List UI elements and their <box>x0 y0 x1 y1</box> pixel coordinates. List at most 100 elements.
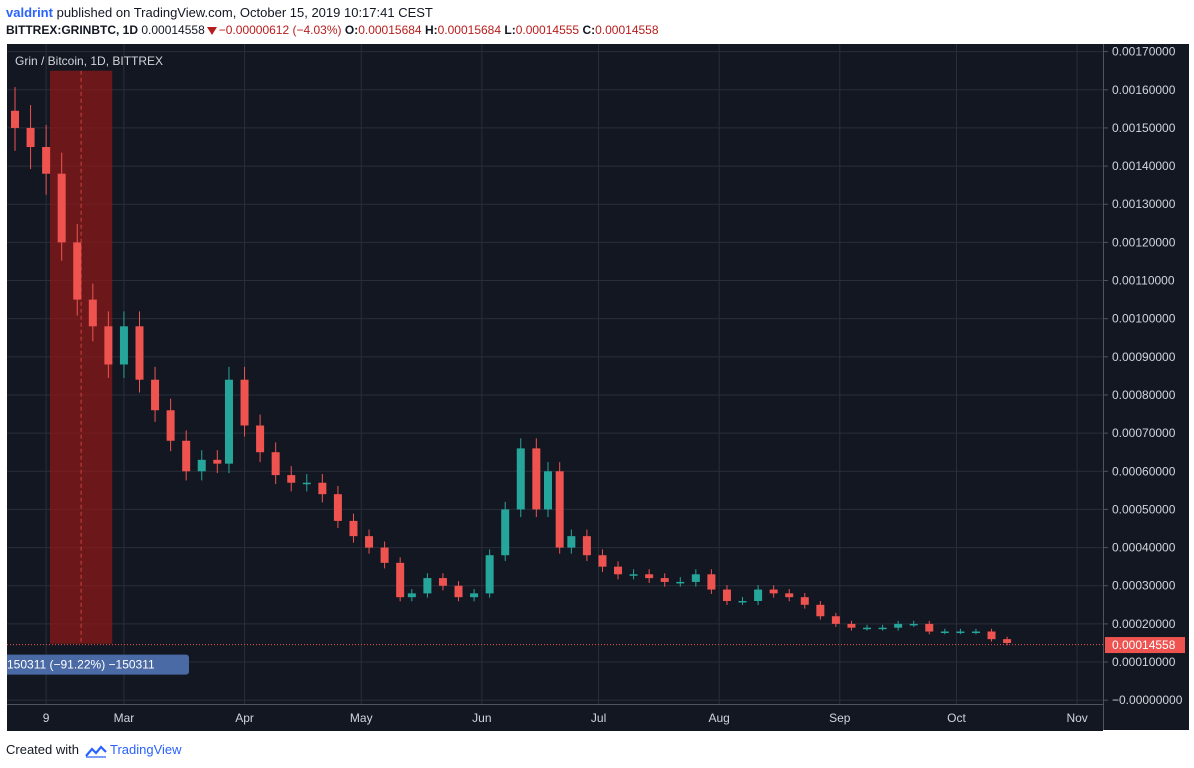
y-tick-label: 0.00150000 <box>1112 121 1176 135</box>
y-tick-label: 0.00140000 <box>1112 159 1176 173</box>
candle-body <box>438 578 447 586</box>
candle-body <box>73 242 82 300</box>
created-with-text: Created with <box>6 742 79 757</box>
author-link[interactable]: valdrint <box>6 5 53 20</box>
candle-body <box>166 410 175 441</box>
candle-body <box>26 127 35 148</box>
x-tick-label: Aug <box>709 711 730 725</box>
candle-body <box>135 326 144 380</box>
candle-body <box>847 623 856 628</box>
candle-body <box>769 589 778 594</box>
candle-body <box>88 299 97 327</box>
candle-body <box>987 631 996 640</box>
y-tick-label: 0.00010000 <box>1112 655 1176 669</box>
y-tick-label: 0.00050000 <box>1112 502 1176 516</box>
y-tick-label: 0.00040000 <box>1112 541 1176 555</box>
publish-date: published on TradingView.com, October 15… <box>56 5 433 20</box>
low-value: 0.00014555 <box>515 23 580 37</box>
ticker-last: 0.00014558 <box>141 23 205 37</box>
tradingview-logo-icon <box>84 744 107 758</box>
x-tick-label: Sep <box>829 711 851 725</box>
candle-body <box>213 459 222 464</box>
candle-body <box>57 173 66 243</box>
y-tick-label: 0.00130000 <box>1112 197 1176 211</box>
candle-body <box>271 452 280 476</box>
chart-title: Grin / Bitcoin, 1D, BITTREX <box>15 54 163 68</box>
candle-body <box>349 520 358 537</box>
last-price-badge <box>1105 637 1185 654</box>
candle-body <box>454 585 463 598</box>
x-tick-label: Nov <box>1066 711 1087 725</box>
candle-body <box>470 593 479 598</box>
y-tick-label: 0.00160000 <box>1112 83 1176 97</box>
measure-badge <box>7 654 189 675</box>
candle-body <box>816 604 825 617</box>
candle-body <box>423 578 432 594</box>
candle-body <box>738 600 747 603</box>
y-tick-label: 0.00100000 <box>1112 312 1176 326</box>
candle-body <box>800 597 809 605</box>
candle-body <box>119 326 128 365</box>
open-label: O: <box>344 23 359 37</box>
candle-body <box>380 547 389 563</box>
y-tick-label: 0.00080000 <box>1112 388 1176 402</box>
chart-svg[interactable]: Grin / Bitcoin, 1D, BITTREX 150311 (−91.2… <box>7 44 1103 704</box>
candle-body <box>660 578 669 582</box>
ticker-bar: BITTREX:GRINBTC, 1D 0.00014558 −0.0000061… <box>6 21 659 39</box>
candle-body <box>691 574 700 582</box>
time-axis[interactable]: 9 Mar Apr May Jun Jul Aug Sep Oct Nov <box>7 704 1103 731</box>
low-label: L: <box>504 23 516 37</box>
candle-body <box>785 593 794 598</box>
candle-body <box>544 471 552 510</box>
candle-body <box>318 482 327 495</box>
candle-body <box>1003 639 1012 643</box>
candle-body <box>614 566 623 575</box>
candle-body <box>863 627 872 630</box>
x-tick-label: Oct <box>947 711 966 725</box>
candle-body <box>333 494 342 521</box>
candle-body <box>407 593 416 598</box>
candle-body <box>532 448 541 510</box>
chart-plot-area[interactable]: Grin / Bitcoin, 1D, BITTREX 150311 (−91.2… <box>7 44 1103 704</box>
candle-body <box>42 147 51 174</box>
open-value: 0.00015684 <box>358 23 422 37</box>
candle-body <box>151 379 160 411</box>
close-label: C: <box>582 23 596 37</box>
candle-body <box>555 471 564 548</box>
x-tick-label: May <box>350 711 373 725</box>
candle-body <box>582 536 591 556</box>
candle-body <box>485 555 494 594</box>
candle-body <box>11 110 19 128</box>
candle-body <box>754 589 763 601</box>
ticker-symbol: BITTREX:GRINBTC, 1D <box>6 23 138 37</box>
candle-body <box>629 574 638 576</box>
candle-body <box>598 555 607 567</box>
candle-body <box>707 574 716 590</box>
candle-body <box>831 616 840 624</box>
price-axis[interactable]: 0.00170000 0.00160000 0.00150000 0.00140000… <box>1103 44 1189 730</box>
measure-label: 150311 (−91.22%) −150311 <box>7 658 155 672</box>
y-tick-label: 0.00070000 <box>1112 426 1176 440</box>
candle-body <box>894 623 903 628</box>
candle-body <box>501 509 510 556</box>
down-arrow-icon <box>206 26 217 35</box>
x-tick-label: 9 <box>43 711 50 725</box>
y-tick-label: 0.00060000 <box>1112 464 1176 478</box>
candle-body <box>516 448 525 510</box>
candle-body <box>182 440 191 472</box>
x-tick-label: Jun <box>472 711 491 725</box>
candle-body <box>676 581 685 584</box>
candle-body <box>396 562 405 598</box>
candle-body <box>256 425 265 453</box>
time-axis-svg: 9 Mar Apr May Jun Jul Aug Sep Oct Nov <box>43 711 1088 725</box>
last-price-label: 0.00014558 <box>1112 638 1176 652</box>
candle-body <box>925 623 934 632</box>
y-tick-label: 0.00120000 <box>1112 235 1176 249</box>
x-tick-label: Apr <box>235 711 254 725</box>
tradingview-brand-link[interactable]: TradingView <box>110 742 182 757</box>
candle-body <box>567 536 576 548</box>
high-value: 0.00015684 <box>437 23 502 37</box>
high-label: H: <box>424 23 438 37</box>
candle-body <box>365 536 374 548</box>
candle-body <box>940 631 949 634</box>
